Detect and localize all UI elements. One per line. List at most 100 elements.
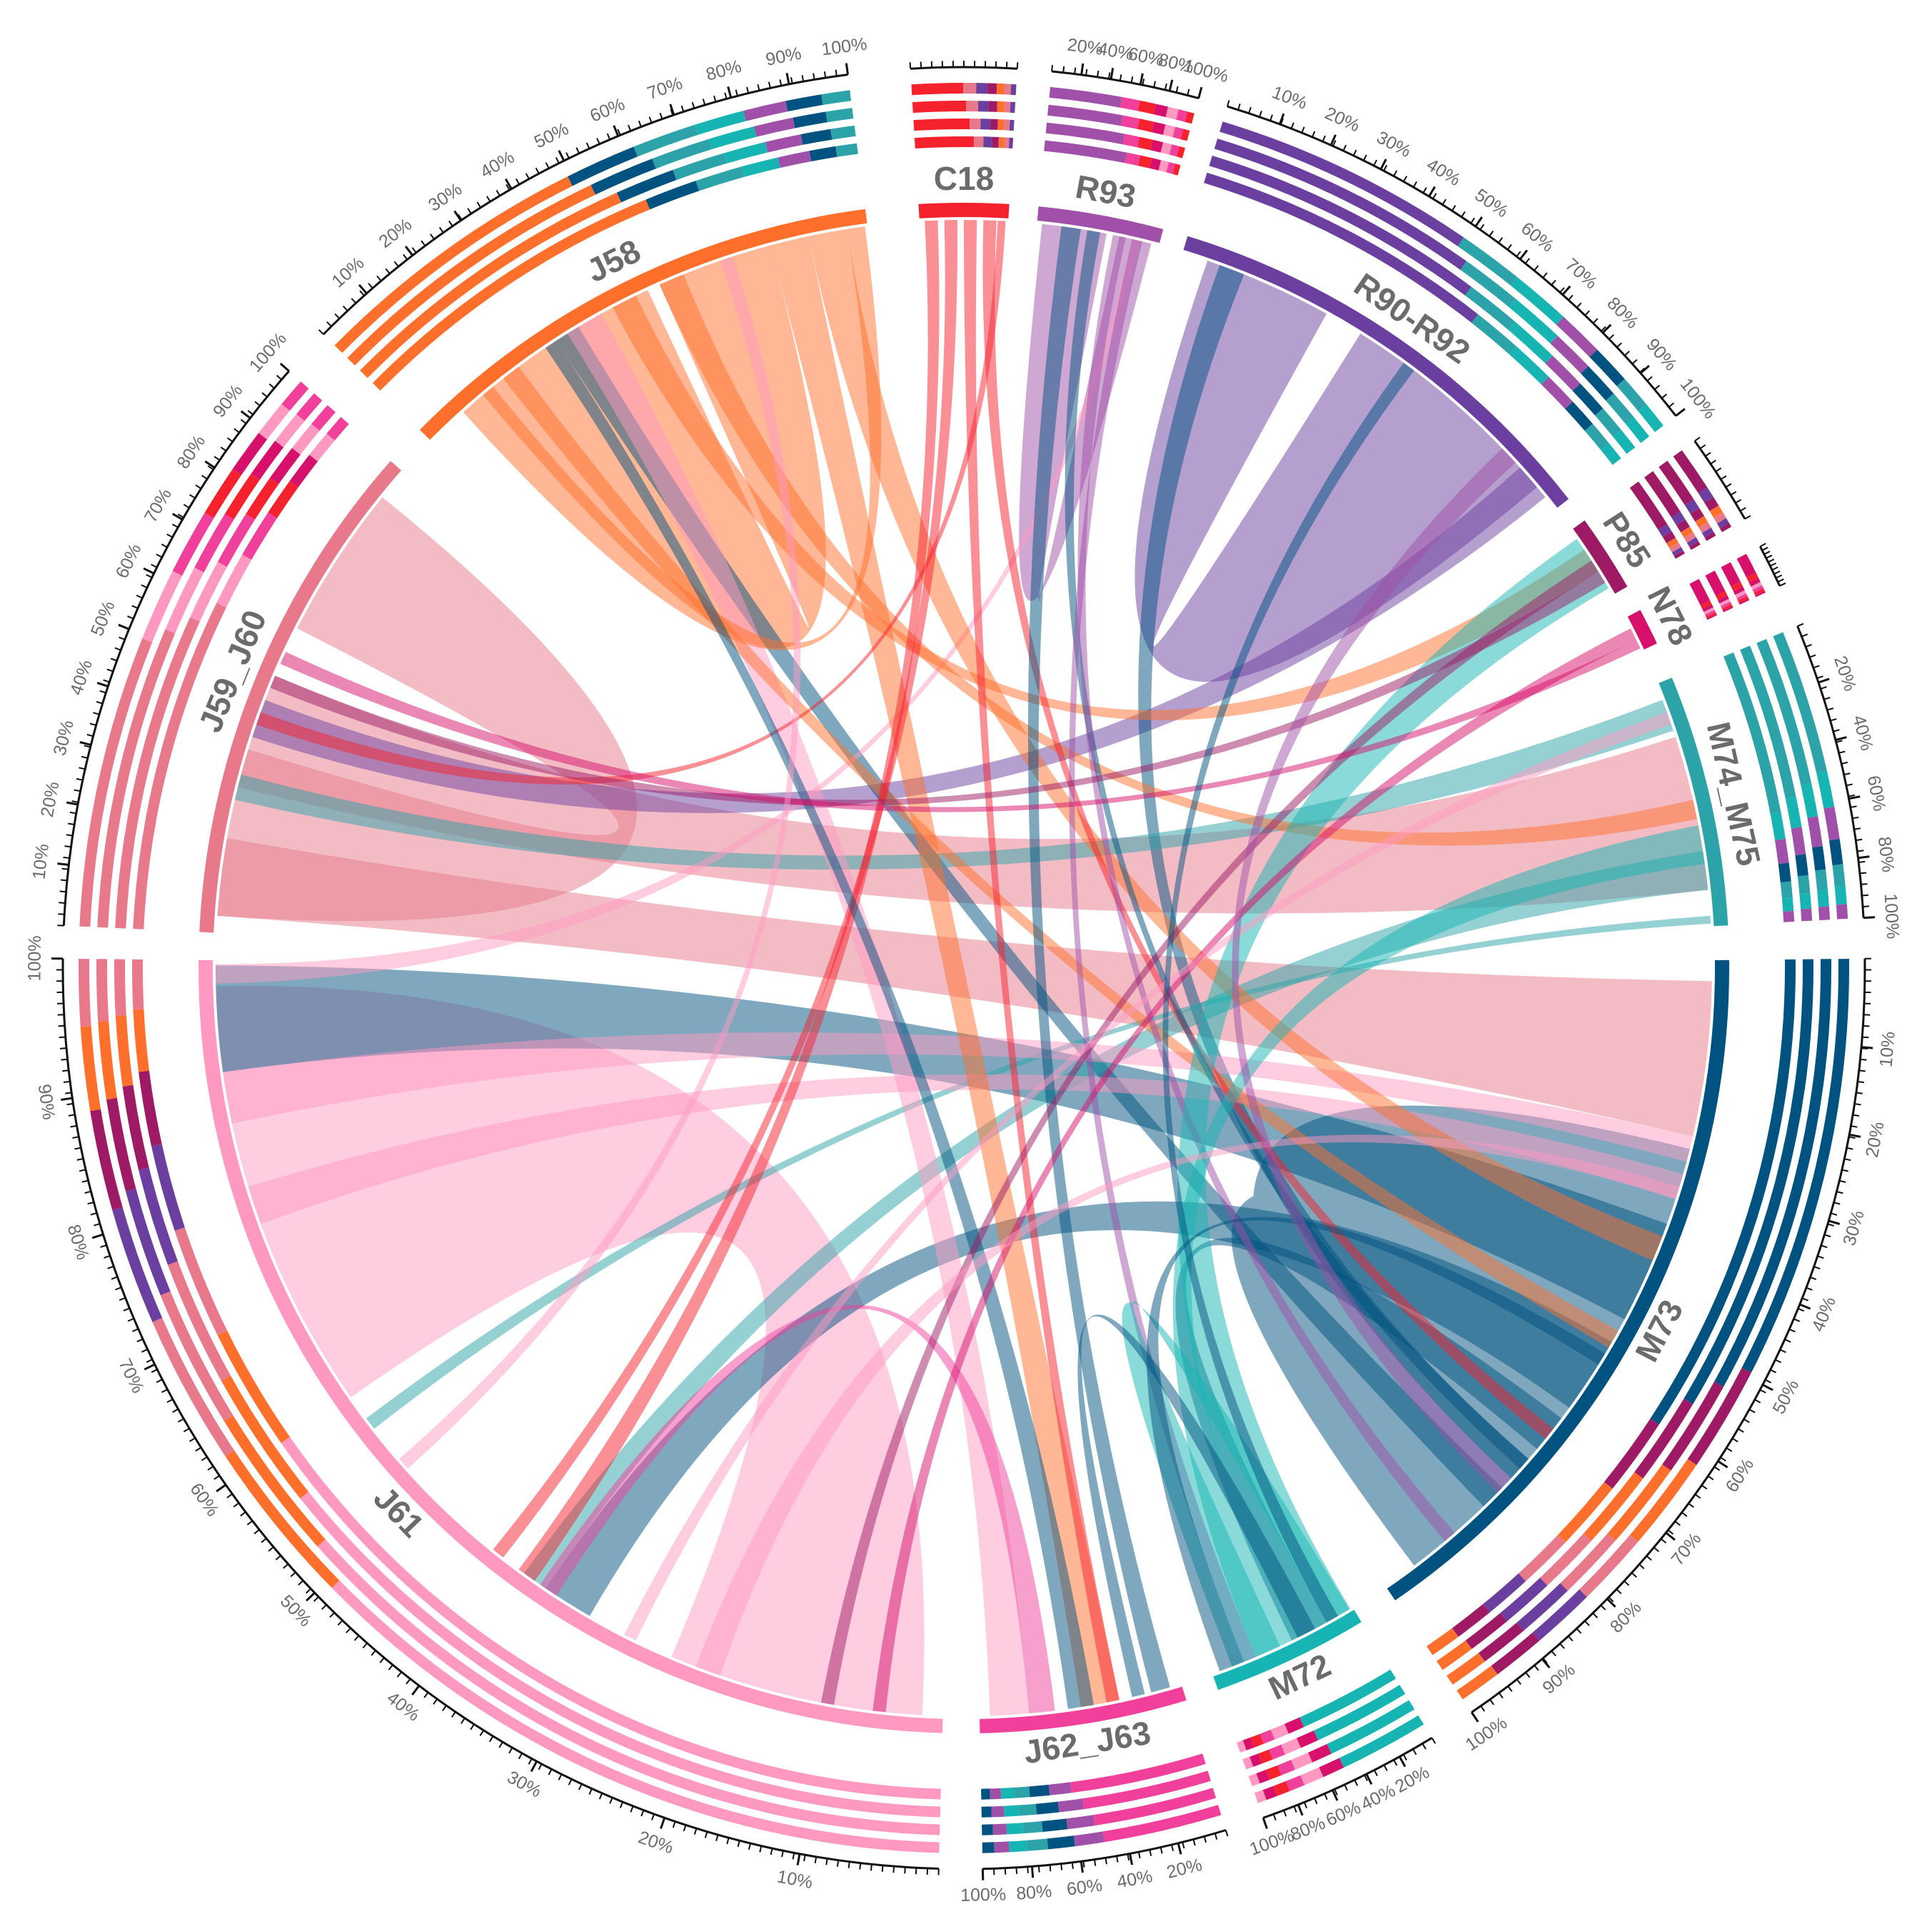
track-bar-M73-2-2: [1607, 1464, 1671, 1541]
track-bar-R90-R92-1-5: [1595, 408, 1621, 437]
track-bar-J59_J60-1-3: [246, 478, 279, 520]
track-axis-M73: [1471, 958, 1866, 1713]
track-tick: [337, 1620, 343, 1626]
track-bar-R93-3-0: [1049, 86, 1122, 108]
track-tick: [628, 124, 632, 131]
track-bar-R90-R92-0-2: [1509, 346, 1549, 385]
track-major-tick: [613, 125, 620, 137]
track-tick: [528, 1758, 533, 1765]
track-tick: [1442, 198, 1447, 206]
track-tick: [1779, 582, 1786, 587]
track-bar-R90-R92-2-5: [1606, 393, 1634, 424]
track-tick: [1479, 223, 1485, 231]
track-tick: [1497, 237, 1504, 243]
track-tick: [659, 112, 663, 120]
track-bar-J59_J60-2-6: [296, 393, 323, 421]
track-tick: [1551, 279, 1556, 286]
track-bar-N78-1-1: [1716, 591, 1728, 600]
track-tick: [59, 902, 66, 904]
track-bar-N78-3-5: [1754, 588, 1765, 595]
track-tick-label-J61: 40%: [383, 1688, 423, 1726]
track-bar-R93-3-2: [1137, 100, 1156, 115]
track-bar-N78-0-3: [1704, 607, 1715, 615]
track-major-tick: [1799, 1303, 1811, 1310]
track-tick-label-M73: 10%: [1876, 1031, 1898, 1068]
track-tick: [1354, 1779, 1359, 1786]
track-bar-R93-3-4: [1165, 106, 1179, 120]
track-bar-J61-0-1: [217, 1330, 290, 1444]
track-bar-M73-0-5: [1451, 1603, 1490, 1637]
ribbon-J58-J62_J63-20: [567, 313, 1030, 1716]
track-tick: [84, 1190, 91, 1194]
track-tick: [306, 1588, 311, 1594]
track-bar-R90-R92-3-0: [1219, 121, 1464, 246]
track-bar-N78-2-1: [1731, 582, 1743, 591]
track-bar-J59_J60-2-1: [165, 567, 204, 634]
track-bar-R93-0-4: [1158, 160, 1169, 173]
track-tick-label-J62_J63: 20%: [1164, 1855, 1204, 1883]
track-tick: [201, 1456, 208, 1461]
track-tick: [1431, 1737, 1437, 1744]
track-tick: [156, 553, 163, 558]
track-tick: [1224, 1830, 1229, 1837]
track-bar-N78-2-0: [1721, 562, 1741, 587]
track-tick: [1551, 1650, 1556, 1657]
track-bar-M73-0-6: [1427, 1628, 1459, 1656]
track-tick: [1856, 1092, 1863, 1094]
track-tick-label-J58: 90%: [764, 44, 803, 70]
track-bar-J61-0-4: [139, 1070, 162, 1147]
track-tick: [106, 668, 114, 673]
track-tick: [1608, 1596, 1614, 1603]
track-tick: [423, 1692, 429, 1698]
track-tick: [1364, 1774, 1368, 1781]
track-bar-J62_J63-3-3: [1026, 1838, 1049, 1851]
track-tick: [488, 1736, 494, 1743]
track-tick: [1850, 805, 1857, 808]
track-bar-J58-0-0: [372, 199, 650, 391]
ribbon-J61-M73-17: [223, 1032, 1694, 1162]
track-bar-M73-0-4: [1483, 1573, 1526, 1613]
track-tick: [1624, 351, 1630, 356]
track-tick: [111, 1276, 118, 1280]
track-tick: [1833, 1202, 1841, 1205]
track-axis-P85: [1694, 440, 1746, 520]
track-bar-M74_M75-1-3: [1795, 854, 1808, 877]
track-major-tick: [1818, 678, 1830, 684]
track-tick: [376, 275, 382, 282]
outer-track-J62_J63: 20% 40% 60% 80% 100%: [960, 1753, 1229, 1905]
track-tick: [1743, 1418, 1750, 1424]
track-bar-C18-0-1: [973, 136, 984, 148]
track-bar-R93-2-0: [1047, 104, 1123, 126]
track-bar-J62_J63-2-0: [1093, 1788, 1217, 1826]
track-tick: [1852, 816, 1859, 820]
track-bar-M72-3-1: [1319, 1758, 1344, 1778]
track-tick-label-M73: 70%: [1667, 1529, 1705, 1570]
track-bar-J59_J60-1-5: [292, 423, 320, 455]
track-tick: [1754, 1399, 1761, 1404]
track-tick-label-J61: 90%: [34, 1083, 59, 1122]
track-bar-C18-2-2: [977, 101, 990, 112]
ribbon-R93-J62_J63-32: [1027, 226, 1170, 1693]
track-tick: [1279, 118, 1284, 125]
track-tick: [737, 1840, 740, 1848]
track-major-tick: [1428, 186, 1436, 197]
track-bar-J58-1-5: [800, 129, 832, 145]
track-tick: [1227, 100, 1230, 107]
track-tick: [1770, 1369, 1777, 1374]
track-major-tick: [1129, 1853, 1133, 1865]
track-tick-label-M73: 40%: [1808, 1294, 1840, 1334]
track-tick: [1016, 62, 1019, 69]
track-tick: [1600, 1604, 1606, 1611]
track-tick: [396, 1671, 403, 1678]
track-major-tick: [306, 1592, 316, 1602]
track-major-tick: [118, 623, 130, 630]
track-tick: [619, 1801, 624, 1808]
track-bar-N78-0-6: [1706, 613, 1717, 620]
track-bar-R90-R92-0-0: [1204, 172, 1479, 323]
track-tick: [79, 767, 86, 770]
track-bar-R93-0-0: [1044, 140, 1127, 163]
track-tick: [68, 1114, 75, 1117]
track-tick: [1037, 1865, 1040, 1873]
track-tick: [781, 1850, 784, 1858]
track-tick: [131, 605, 139, 609]
